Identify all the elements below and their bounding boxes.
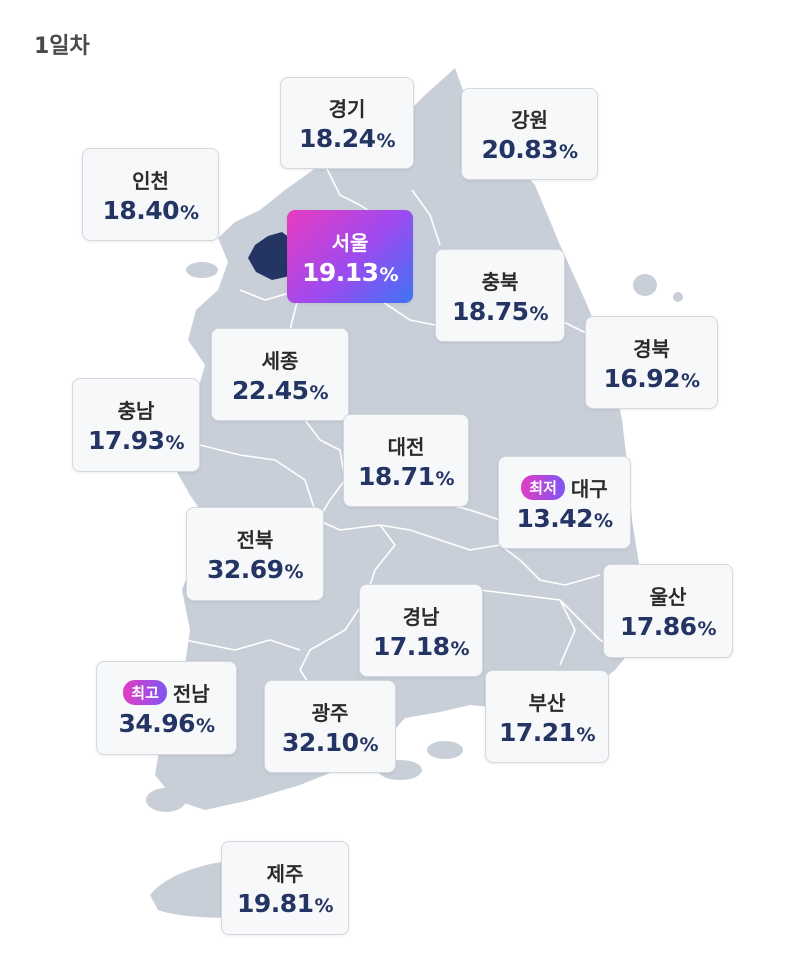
region-name: 대구 bbox=[570, 476, 608, 501]
region-name: 경남 bbox=[402, 604, 440, 629]
region-card-gyeonggi[interactable]: 경기 18.24% bbox=[280, 77, 414, 169]
region-card-daejeon[interactable]: 대전 18.71% bbox=[343, 414, 469, 507]
region-card-gwangju[interactable]: 광주 32.10% bbox=[264, 680, 396, 773]
region-name: 인천 bbox=[132, 168, 169, 193]
region-value: 18.40% bbox=[102, 195, 199, 225]
region-name: 전남 bbox=[172, 682, 210, 706]
region-value: 32.10% bbox=[281, 727, 379, 757]
seoul-region-shape bbox=[248, 232, 298, 280]
region-card-ulsan[interactable]: 울산 17.86% bbox=[603, 564, 733, 658]
region-card-jeonbuk[interactable]: 전북 32.69% bbox=[186, 507, 324, 601]
island-shape bbox=[146, 788, 186, 812]
region-card-gangwon[interactable]: 강원 20.83% bbox=[461, 88, 598, 180]
region-name: 전북 bbox=[236, 528, 274, 552]
region-value: 18.71% bbox=[357, 461, 455, 491]
region-name: 세종 bbox=[261, 348, 299, 373]
region-name: 울산 bbox=[649, 585, 687, 609]
region-value: 18.24% bbox=[298, 124, 396, 153]
region-value: 17.18% bbox=[372, 631, 470, 661]
island-shape bbox=[673, 292, 683, 302]
region-value: 16.92% bbox=[603, 363, 700, 393]
region-value: 20.83% bbox=[481, 135, 578, 164]
region-name: 서울 bbox=[331, 230, 369, 255]
island-shape bbox=[186, 262, 218, 278]
region-value: 32.69% bbox=[206, 555, 304, 584]
region-card-sejong[interactable]: 세종 22.45% bbox=[211, 328, 349, 421]
region-card-busan[interactable]: 부산 17.21% bbox=[485, 670, 609, 763]
region-name: 광주 bbox=[311, 700, 349, 725]
region-value: 19.81% bbox=[236, 889, 334, 918]
region-value: 18.75% bbox=[451, 296, 549, 326]
region-card-gyeongnam[interactable]: 경남 17.18% bbox=[359, 584, 483, 677]
region-name: 충북 bbox=[481, 269, 519, 294]
day-label: 1일차 bbox=[34, 34, 90, 59]
region-name: 강원 bbox=[511, 108, 548, 132]
region-card-seoul[interactable]: 서울 19.13% bbox=[287, 210, 413, 303]
lowest-badge: 최저 bbox=[521, 474, 565, 500]
region-card-chungbuk[interactable]: 충북 18.75% bbox=[435, 249, 565, 342]
region-name: 제주 bbox=[266, 862, 304, 886]
region-value: 17.93% bbox=[87, 426, 185, 455]
region-name: 대전 bbox=[387, 434, 425, 459]
region-card-jeonnam[interactable]: 최고 전남 34.96% bbox=[96, 661, 237, 755]
region-name: 경북 bbox=[633, 336, 670, 361]
region-card-gyeongbuk[interactable]: 경북 16.92% bbox=[585, 316, 718, 409]
region-card-daegu[interactable]: 최저 대구 13.42% bbox=[498, 456, 631, 549]
region-value: 17.21% bbox=[498, 717, 596, 747]
island-shape bbox=[427, 741, 463, 759]
region-card-chungnam[interactable]: 충남 17.93% bbox=[72, 378, 200, 472]
region-name: 충남 bbox=[117, 399, 155, 423]
island-shape bbox=[633, 274, 657, 296]
region-value: 17.86% bbox=[619, 612, 717, 641]
region-value: 34.96% bbox=[118, 709, 215, 738]
region-name: 부산 bbox=[528, 690, 566, 715]
region-value: 19.13% bbox=[301, 257, 399, 287]
region-value: 22.45% bbox=[231, 375, 329, 405]
region-card-incheon[interactable]: 인천 18.40% bbox=[82, 148, 219, 241]
region-card-jeju[interactable]: 제주 19.81% bbox=[221, 841, 349, 935]
highest-badge: 최고 bbox=[123, 680, 167, 705]
region-value: 13.42% bbox=[516, 503, 613, 533]
region-name: 경기 bbox=[328, 97, 366, 121]
